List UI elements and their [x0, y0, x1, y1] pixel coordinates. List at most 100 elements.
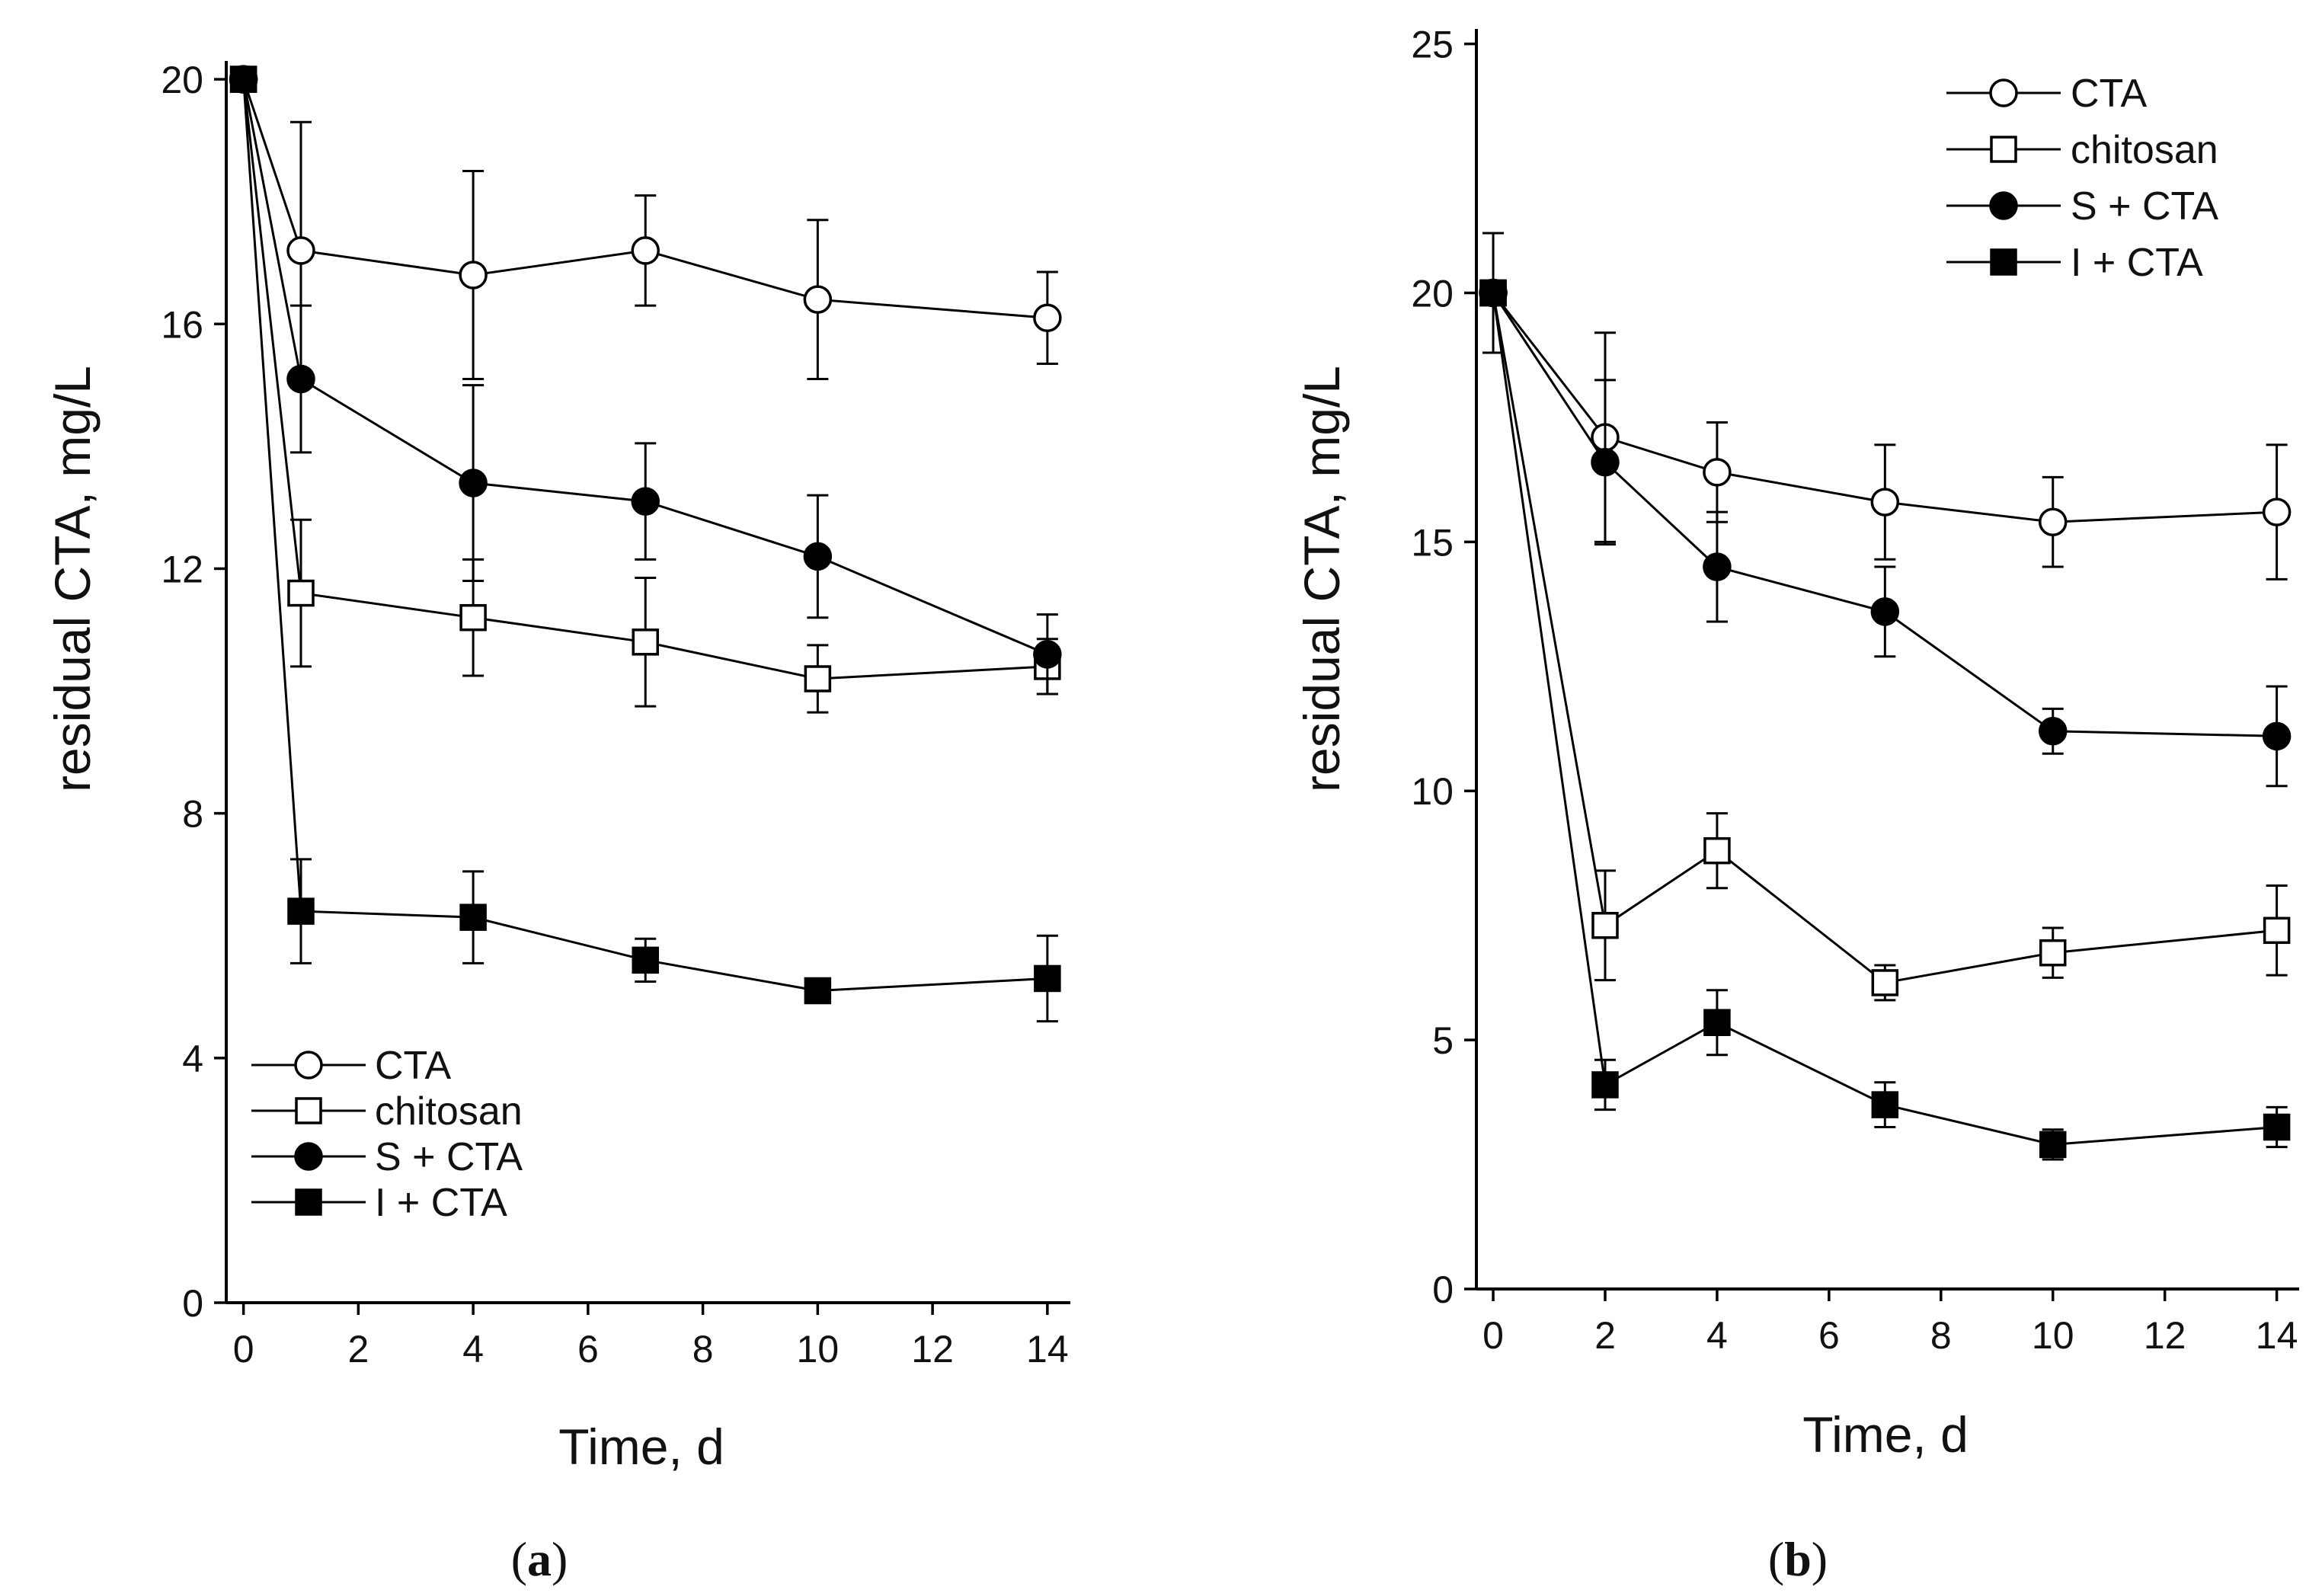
- x-tick-label-b: 4: [1706, 1314, 1728, 1357]
- data-point-cta: [1703, 458, 1732, 487]
- legend-label-s-cta: S + CTA: [2071, 184, 2218, 229]
- legend-label-cta: CTA: [2071, 72, 2147, 116]
- legend-label-chitosan: chitosan: [375, 1089, 523, 1134]
- series-line-s-cta: [1492, 292, 2277, 737]
- legend-b: CTA chitosan S + CTA I + CTA: [1946, 72, 2218, 285]
- legend-marker-chitosan: [1990, 136, 2017, 163]
- data-point-chitosan: [459, 603, 487, 632]
- series-i-cta-b: [1479, 279, 2291, 1161]
- plot-area-a: [229, 65, 1062, 1023]
- data-point-s-cta: [631, 487, 660, 516]
- data-point-chitosan: [1871, 969, 1899, 996]
- data-point-s-cta: [1591, 448, 1620, 477]
- data-point-chitosan: [1591, 912, 1619, 939]
- data-point-i-cta: [2263, 1113, 2291, 1141]
- y-tick-label-b: 5: [1432, 1019, 1454, 1062]
- x-tick-label-b: 6: [1818, 1314, 1840, 1357]
- data-point-cta: [2262, 497, 2292, 526]
- data-point-s-cta: [1870, 597, 1900, 626]
- series-cta-b: [1479, 232, 2292, 581]
- data-point-s-cta: [286, 364, 315, 394]
- legend-marker-s-cta: [1989, 191, 2018, 220]
- data-point-cta: [1870, 488, 1900, 517]
- legend-label-i-cta: I + CTA: [375, 1181, 507, 1225]
- y-tick-label-b: 10: [1411, 770, 1454, 813]
- data-point-s-cta: [2262, 721, 2292, 751]
- y-tick-label-a: 0: [182, 1282, 203, 1325]
- legend-label-i-cta: I + CTA: [2071, 241, 2203, 285]
- y-tick-label-b: 20: [1411, 272, 1454, 315]
- x-tick-label-a: 4: [462, 1328, 484, 1371]
- x-ticks-a: 0 2 4 6 8 10 12 14: [233, 1303, 1069, 1371]
- data-point-i-cta: [229, 66, 257, 93]
- legend-entry-s-cta: S + CTA: [1946, 184, 2218, 229]
- legend-label-cta: CTA: [375, 1044, 451, 1088]
- legend-entry-chitosan: chitosan: [1946, 128, 2218, 172]
- x-axis-title-a: Time, d: [558, 1418, 724, 1475]
- panel-letter-a: a: [527, 1532, 552, 1586]
- series-line-i-cta: [242, 78, 1047, 993]
- legend-marker-i-cta: [1990, 248, 2017, 276]
- y-ticks-a: 0 4 8 12 16 20: [161, 59, 226, 1325]
- data-point-chitosan: [632, 628, 659, 656]
- y-tick-label-a: 20: [161, 59, 203, 101]
- panel-label-a: (a): [511, 1532, 568, 1586]
- x-tick-label-b: 2: [1594, 1314, 1616, 1357]
- x-tick-label-b: 0: [1482, 1314, 1504, 1357]
- legend-entry-cta: CTA: [1946, 72, 2147, 116]
- panel-label-b: (b): [1768, 1532, 1828, 1586]
- y-axis-title-b: residual CTA, mg/L: [1294, 366, 1350, 792]
- series-line-s-cta: [242, 78, 1048, 656]
- data-point-i-cta: [2039, 1131, 2067, 1159]
- y-axis-title-a: residual CTA, mg/L: [44, 366, 101, 792]
- data-point-chitosan: [804, 665, 832, 692]
- x-tick-label-b: 10: [2032, 1314, 2074, 1357]
- data-point-i-cta: [1479, 279, 1507, 307]
- data-point-s-cta: [459, 469, 488, 497]
- y-tick-label-a: 12: [161, 548, 203, 590]
- data-point-chitosan: [2263, 916, 2291, 945]
- chart-panel-a: 0 2 4 6 8 10 12 14 0 4 8 12 16 20 Time, d residual C…: [44, 59, 1070, 1586]
- y-tick-label-b: 25: [1411, 24, 1454, 66]
- series-line-chitosan: [1492, 293, 2277, 984]
- data-point-s-cta: [1703, 552, 1732, 581]
- legend-label-s-cta: S + CTA: [375, 1135, 523, 1179]
- data-point-i-cta: [1703, 1009, 1731, 1036]
- data-point-cta: [286, 236, 315, 265]
- y-tick-label-b: 0: [1432, 1268, 1454, 1311]
- x-tick-label-b: 12: [2144, 1314, 2186, 1357]
- x-tick-label-a: 14: [1026, 1328, 1069, 1371]
- legend-marker-s-cta: [294, 1142, 323, 1171]
- legend-marker-i-cta: [295, 1188, 322, 1216]
- legend-marker-cta: [1989, 78, 2018, 107]
- y-tick-label-a: 16: [161, 303, 203, 346]
- legend-marker-chitosan: [295, 1097, 322, 1124]
- series-line-cta: [242, 78, 1048, 319]
- data-point-chitosan: [287, 579, 315, 607]
- data-point-chitosan: [2039, 939, 2067, 967]
- legend-entry-cta: CTA: [251, 1044, 451, 1088]
- y-tick-label-a: 8: [182, 793, 203, 836]
- x-tick-label-a: 2: [347, 1328, 369, 1371]
- legend-entry-s-cta: S + CTA: [251, 1135, 523, 1179]
- data-point-cta: [631, 236, 660, 265]
- data-point-i-cta: [632, 946, 659, 974]
- series-line-cta: [1492, 292, 2277, 523]
- y-tick-label-a: 4: [182, 1038, 203, 1080]
- data-point-s-cta: [803, 542, 833, 571]
- x-tick-label-a: 0: [233, 1328, 254, 1371]
- data-point-cta: [803, 285, 833, 314]
- data-point-i-cta: [1591, 1071, 1619, 1099]
- x-tick-label-a: 6: [577, 1328, 599, 1371]
- series-line-chitosan: [242, 78, 1047, 680]
- data-point-cta: [1033, 303, 1062, 332]
- data-point-i-cta: [459, 904, 487, 931]
- x-axis-title-b: Time, d: [1802, 1406, 1969, 1463]
- data-point-s-cta: [1033, 640, 1062, 669]
- y-tick-label-b: 15: [1411, 521, 1454, 564]
- x-tick-label-a: 8: [692, 1328, 714, 1371]
- x-ticks-b: 0 2 4 6 8 10 12 14: [1482, 1289, 2298, 1357]
- data-point-cta: [459, 261, 488, 289]
- legend-marker-cta: [294, 1051, 323, 1079]
